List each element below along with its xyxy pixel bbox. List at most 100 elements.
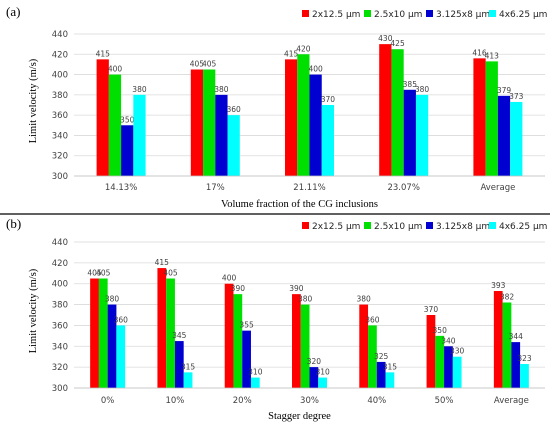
- bar: [116, 325, 126, 388]
- bar: [233, 294, 243, 388]
- bar: [510, 101, 523, 176]
- legend-label: 4x6.25 μm: [499, 10, 547, 20]
- bar: [174, 341, 184, 388]
- legend-swatch: [489, 10, 496, 17]
- data-label: 425: [390, 39, 405, 48]
- legend-swatch: [426, 10, 433, 17]
- bar: [309, 367, 319, 388]
- x-tick-label: 30%: [300, 396, 319, 406]
- legend-swatch: [302, 222, 309, 229]
- bar: [227, 115, 240, 176]
- x-tick-label: 21.11%: [293, 183, 325, 193]
- bar: [190, 69, 204, 176]
- data-label: 415: [284, 49, 299, 58]
- data-label: 390: [231, 284, 246, 293]
- y-tick-label: 340: [52, 342, 68, 352]
- data-label: 370: [321, 95, 336, 104]
- bar: [473, 58, 486, 176]
- data-label: 320: [307, 357, 322, 366]
- data-label: 405: [96, 269, 111, 278]
- bar: [215, 94, 228, 176]
- data-label: 415: [96, 49, 111, 58]
- y-tick-label: 340: [52, 131, 68, 141]
- panel-label: (b): [6, 216, 21, 231]
- data-label: 360: [114, 315, 129, 324]
- data-label: 415: [155, 258, 170, 267]
- data-label: 420: [296, 44, 311, 53]
- bar: [90, 278, 99, 388]
- data-label: 315: [383, 362, 398, 371]
- data-label: 380: [298, 295, 313, 304]
- data-label: 310: [248, 368, 263, 377]
- bar: [502, 302, 512, 388]
- data-label: 360: [227, 105, 242, 114]
- bar: [297, 54, 310, 176]
- bar: [96, 59, 109, 176]
- data-label: 345: [172, 331, 187, 340]
- y-tick-label: 440: [52, 30, 68, 40]
- y-tick-label: 420: [52, 259, 68, 269]
- bar: [121, 125, 134, 176]
- bar: [368, 325, 377, 388]
- data-label: 416: [472, 48, 487, 57]
- data-label: 430: [378, 34, 393, 43]
- data-label: 385: [403, 80, 418, 89]
- bar: [107, 304, 117, 388]
- data-label: 355: [239, 321, 254, 330]
- data-label: 405: [87, 269, 102, 278]
- x-tick-label: 10%: [165, 396, 184, 406]
- legend-swatch: [426, 222, 433, 229]
- y-tick-label: 300: [52, 172, 68, 182]
- data-label: 400: [108, 65, 123, 74]
- bar: [426, 315, 436, 388]
- bar: [309, 74, 322, 176]
- x-tick-label: 23.07%: [387, 183, 419, 193]
- data-label: 330: [450, 347, 465, 356]
- legend-swatch: [364, 222, 371, 229]
- legend-label: 3.125x8 μm: [436, 222, 490, 232]
- y-tick-label: 420: [52, 50, 68, 60]
- x-tick-label: 40%: [367, 396, 386, 406]
- bar: [520, 364, 529, 388]
- bar: [203, 69, 216, 176]
- data-label: 380: [415, 85, 430, 94]
- data-label: 344: [509, 332, 524, 341]
- data-label: 370: [424, 305, 439, 314]
- bar: [98, 278, 108, 388]
- y-tick-label: 400: [52, 280, 68, 290]
- x-tick-label: Average: [480, 183, 515, 193]
- legend-label: 2x12.5 μm: [312, 222, 360, 232]
- bar: [435, 335, 445, 388]
- bar: [403, 89, 416, 176]
- data-label: 380: [214, 85, 229, 94]
- data-label: 400: [308, 65, 323, 74]
- data-label: 315: [181, 362, 196, 371]
- bar: [493, 291, 503, 388]
- bar: [359, 304, 369, 388]
- data-label: 350: [120, 115, 135, 124]
- bar: [511, 342, 521, 388]
- y-tick-label: 380: [52, 91, 68, 101]
- legend-label: 2x12.5 μm: [312, 10, 360, 20]
- data-label: 350: [433, 326, 448, 335]
- bar: [285, 59, 298, 176]
- y-tick-label: 400: [52, 71, 68, 81]
- data-label: 413: [485, 51, 500, 60]
- x-tick-label: 0%: [101, 396, 115, 406]
- bar: [108, 74, 122, 176]
- data-label: 405: [190, 60, 205, 69]
- data-label: 360: [365, 315, 380, 324]
- bar: [391, 49, 404, 176]
- bar: [376, 361, 386, 388]
- data-label: 390: [289, 284, 304, 293]
- bar: [497, 95, 511, 176]
- y-tick-label: 320: [52, 152, 68, 162]
- bar: [242, 330, 251, 388]
- bar: [133, 94, 146, 176]
- bar: [485, 61, 498, 177]
- y-tick-label: 360: [52, 321, 68, 331]
- data-label: 325: [374, 352, 389, 361]
- data-label: 380: [105, 295, 120, 304]
- bar: [318, 377, 327, 388]
